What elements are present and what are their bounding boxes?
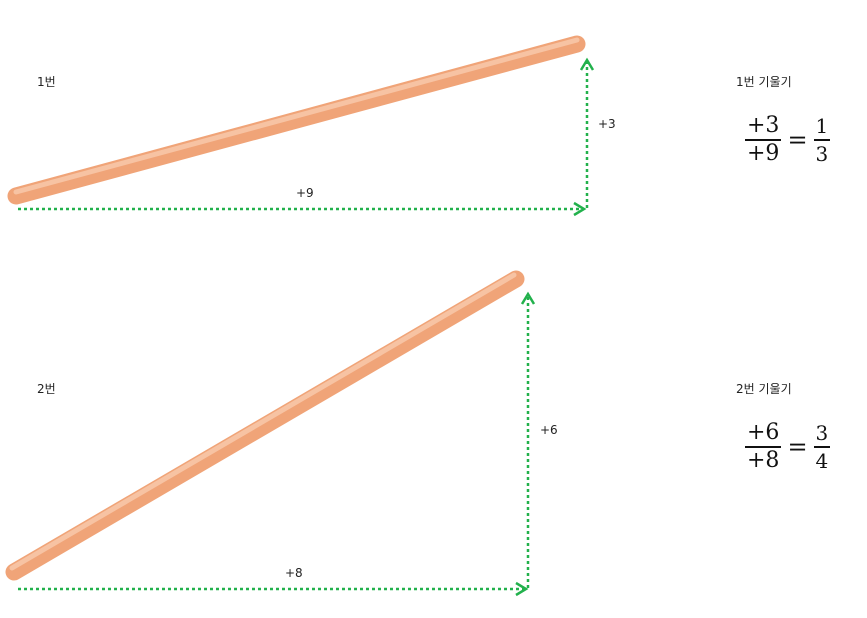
slope-numerator-2: +6 — [747, 420, 780, 445]
reduced-denominator-1: 3 — [815, 142, 829, 166]
slope-numerator-1: +3 — [747, 113, 780, 138]
slope-denominator-1: +9 — [747, 141, 780, 166]
slope-fraction-1: +3 +9 — [745, 113, 782, 166]
slope-equation-1: +3 +9 = 1 3 — [745, 113, 831, 166]
slope-title-2: 2번 기울기 — [736, 382, 792, 396]
reduced-fraction-2: 3 4 — [813, 421, 831, 473]
fraction-bar — [745, 446, 782, 448]
slope-title-1: 1번 기울기 — [736, 75, 792, 89]
fraction-bar — [813, 139, 831, 141]
equals-sign: = — [787, 433, 808, 461]
rod-1 — [7, 35, 586, 205]
rod-1-highlight — [13, 37, 580, 195]
figure-label-2: 2번 — [37, 382, 56, 396]
reduced-numerator-1: 1 — [815, 114, 829, 138]
slope-fraction-2: +6 +8 — [745, 420, 782, 473]
fraction-bar — [745, 139, 782, 141]
slope-equation-2: +6 +8 = 3 4 — [745, 420, 831, 473]
rod-2 — [5, 270, 525, 581]
equals-sign: = — [787, 126, 808, 154]
rise-label-1: +3 — [598, 117, 616, 131]
reduced-denominator-2: 4 — [815, 449, 829, 473]
slope-denominator-2: +8 — [747, 448, 780, 473]
fraction-bar — [813, 446, 831, 448]
run-arrowhead-1 — [573, 201, 587, 217]
rise-arrowhead-1 — [579, 57, 595, 71]
rise-arrowhead-2 — [520, 291, 536, 305]
figure-label-1: 1번 — [37, 75, 56, 89]
run-arrowhead-2 — [515, 581, 529, 597]
rise-label-2: +6 — [540, 423, 558, 437]
reduced-fraction-1: 1 3 — [813, 114, 831, 166]
reduced-numerator-2: 3 — [815, 421, 829, 445]
rod-2-highlight — [9, 272, 517, 571]
run-label-2: +8 — [285, 566, 303, 580]
run-label-1: +9 — [296, 186, 314, 200]
